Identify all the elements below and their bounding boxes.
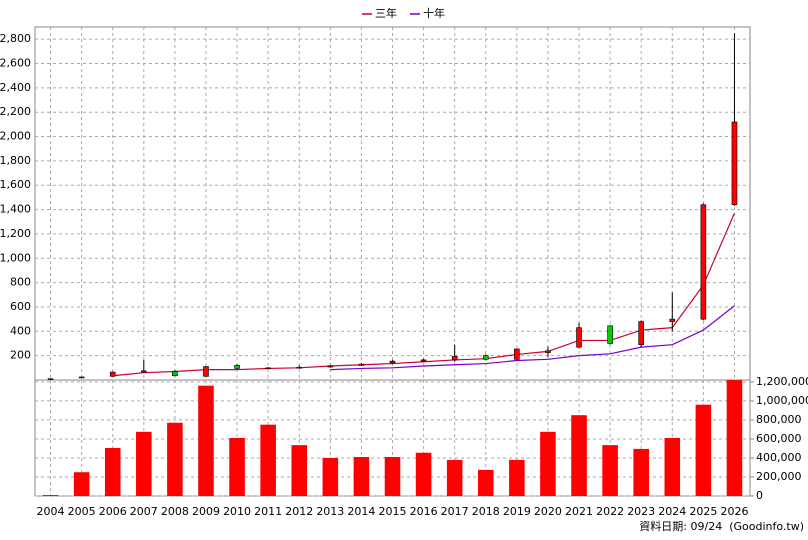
volume-bar xyxy=(136,431,152,496)
y-tick-label: 1,800 xyxy=(0,154,31,167)
volume-bar xyxy=(540,431,556,496)
volume-bar xyxy=(167,422,183,496)
candle-body xyxy=(78,376,85,379)
x-tick-label: 2023 xyxy=(627,505,655,518)
volume-bar xyxy=(229,438,245,496)
x-tick-label: 2004 xyxy=(37,505,65,518)
volume-bar xyxy=(260,424,276,496)
volume-bar xyxy=(633,448,649,496)
volume-bar xyxy=(198,385,214,496)
candle-body xyxy=(420,359,427,362)
volume-bar xyxy=(353,457,370,496)
volume-bar xyxy=(73,472,90,496)
candle-body xyxy=(109,371,116,377)
volume-bar xyxy=(104,447,121,496)
x-tick-label: 2005 xyxy=(68,505,96,518)
x-tick-label: 2018 xyxy=(472,505,500,518)
x-tick-label: 2021 xyxy=(565,505,593,518)
candle-body xyxy=(638,321,644,346)
y2-tick-label: 800,000 xyxy=(756,413,802,426)
candle-body xyxy=(451,355,458,361)
candle-body xyxy=(389,360,396,364)
volume-bar xyxy=(664,438,681,496)
candle-body xyxy=(545,350,551,353)
legend-label: 三年 xyxy=(375,6,397,20)
candle-body xyxy=(203,366,209,377)
legend-label: 十年 xyxy=(423,6,445,20)
x-tick-label: 2025 xyxy=(689,505,717,518)
x-tick-label: 2016 xyxy=(410,505,438,518)
x-tick-label: 2014 xyxy=(347,505,375,518)
x-tick-label: 2008 xyxy=(161,505,189,518)
candle-body xyxy=(358,363,365,366)
y2-tick-label: 600,000 xyxy=(756,432,802,445)
y2-tick-label: 200,000 xyxy=(756,470,802,483)
candle-body xyxy=(576,327,582,348)
candle-body xyxy=(327,365,334,368)
y-tick-label: 1,400 xyxy=(0,203,31,216)
candle-body xyxy=(514,348,520,360)
x-tick-label: 2012 xyxy=(285,505,313,518)
y-tick-label: 200 xyxy=(10,349,31,362)
volume-bar xyxy=(42,495,59,496)
volume-bar xyxy=(726,380,743,496)
y-tick-label: 1,600 xyxy=(0,178,31,191)
candle-body xyxy=(47,378,54,380)
candle-body xyxy=(700,204,707,320)
volume-bar xyxy=(322,457,339,496)
y2-tick-label: 400,000 xyxy=(756,451,802,464)
x-tick-label: 2007 xyxy=(130,505,158,518)
volume-bar xyxy=(384,457,401,496)
source-note: 資料日期: 09/24 (Goodinfo.tw) xyxy=(639,519,804,533)
x-tick-label: 2006 xyxy=(99,505,127,518)
volume-bar xyxy=(602,445,618,496)
x-tick-label: 2011 xyxy=(254,505,282,518)
x-tick-label: 2019 xyxy=(503,505,531,518)
x-tick-label: 2024 xyxy=(658,505,686,518)
candle-body xyxy=(234,365,240,369)
ma-line xyxy=(330,305,735,371)
x-tick-label: 2020 xyxy=(534,505,562,518)
x-tick-label: 2010 xyxy=(223,505,251,518)
candle-body xyxy=(731,121,738,206)
y2-tick-label: 0 xyxy=(756,489,763,502)
volume-bar xyxy=(571,415,587,496)
volume-bar xyxy=(415,452,432,496)
x-tick-label: 2009 xyxy=(192,505,220,518)
y-tick-label: 800 xyxy=(10,276,31,289)
volume-bar xyxy=(446,459,463,496)
x-tick-label: 2022 xyxy=(596,505,624,518)
x-tick-label: 2017 xyxy=(441,505,469,518)
y-tick-label: 2,400 xyxy=(0,81,31,94)
volume-bar xyxy=(509,459,525,496)
candle-body xyxy=(607,325,613,344)
y2-tick-label: 1,200,000 xyxy=(756,375,808,388)
y-tick-label: 2,600 xyxy=(0,57,31,70)
x-tick-label: 2013 xyxy=(316,505,344,518)
candle-body xyxy=(141,370,147,373)
y-tick-label: 2,200 xyxy=(0,105,31,118)
volume-bar xyxy=(291,445,308,496)
volume-bar xyxy=(695,404,712,496)
y-tick-label: 400 xyxy=(10,324,31,337)
x-tick-label: 2015 xyxy=(379,505,407,518)
candle-body xyxy=(669,318,676,322)
candle-body xyxy=(296,366,303,369)
y-tick-label: 600 xyxy=(10,300,31,313)
candle-body xyxy=(482,355,489,360)
candle-body xyxy=(172,371,178,377)
y-tick-label: 1,000 xyxy=(0,251,31,264)
y-tick-label: 2,000 xyxy=(0,130,31,143)
y-tick-label: 1,200 xyxy=(0,227,31,240)
x-tick-label: 2026 xyxy=(720,505,748,518)
y-tick-label: 2,800 xyxy=(0,32,31,45)
volume-bar xyxy=(477,469,494,496)
candle-body xyxy=(265,367,271,370)
y2-tick-label: 1,000,000 xyxy=(756,394,808,407)
